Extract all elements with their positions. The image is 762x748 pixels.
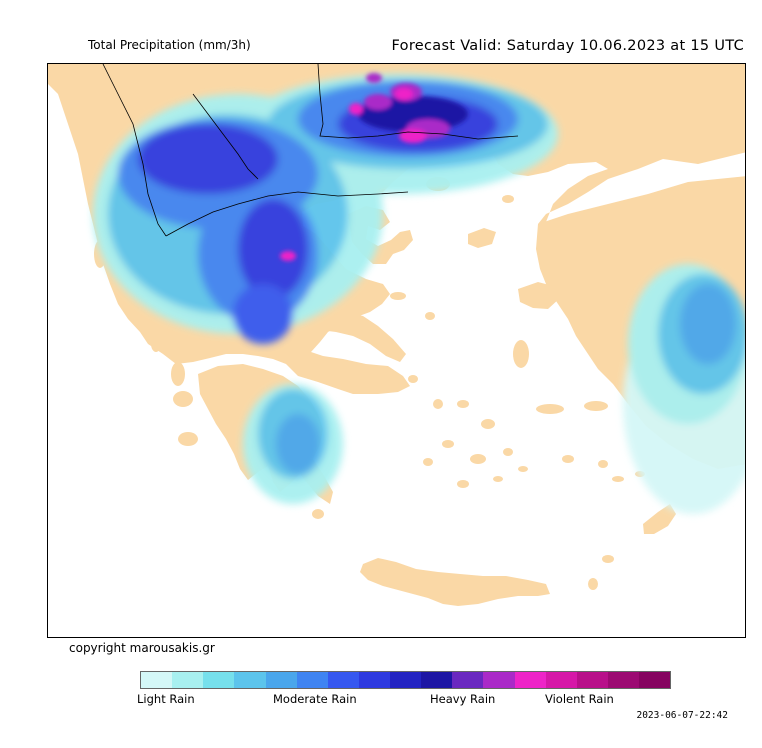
precipitation-color-scale (140, 671, 671, 689)
scale-swatch (483, 672, 515, 688)
scale-swatch (296, 672, 328, 688)
forecast-valid-time: Forecast Valid: Saturday 10.06.2023 at 1… (391, 38, 744, 54)
legend-label-violent: Violent Rain (545, 692, 614, 706)
scale-swatch (576, 672, 608, 688)
scale-swatch (203, 672, 235, 688)
scale-swatch (141, 672, 173, 688)
map-canvas (48, 64, 745, 606)
scale-swatch (421, 672, 453, 688)
scale-swatch (358, 672, 390, 688)
map-title: Total Precipitation (mm/3h) (88, 38, 251, 52)
generation-timestamp: 2023-06-07-22:42 (636, 710, 728, 721)
scale-swatch (514, 672, 546, 688)
legend-label-heavy: Heavy Rain (430, 692, 496, 706)
scale-swatch (172, 672, 204, 688)
scale-swatch (234, 672, 266, 688)
scale-swatch (390, 672, 422, 688)
scale-swatch (545, 672, 577, 688)
legend-label-moderate: Moderate Rain (273, 692, 357, 706)
legend-label-light: Light Rain (137, 692, 195, 706)
scale-swatch (452, 672, 484, 688)
scale-swatch (327, 672, 359, 688)
scale-swatch (639, 672, 671, 688)
precipitation-map (47, 63, 746, 638)
scale-swatch (607, 672, 639, 688)
country-borders (102, 64, 519, 237)
copyright-text: copyright marousakis.gr (69, 641, 215, 655)
scale-swatch (265, 672, 297, 688)
precipitation-layer (93, 73, 745, 514)
